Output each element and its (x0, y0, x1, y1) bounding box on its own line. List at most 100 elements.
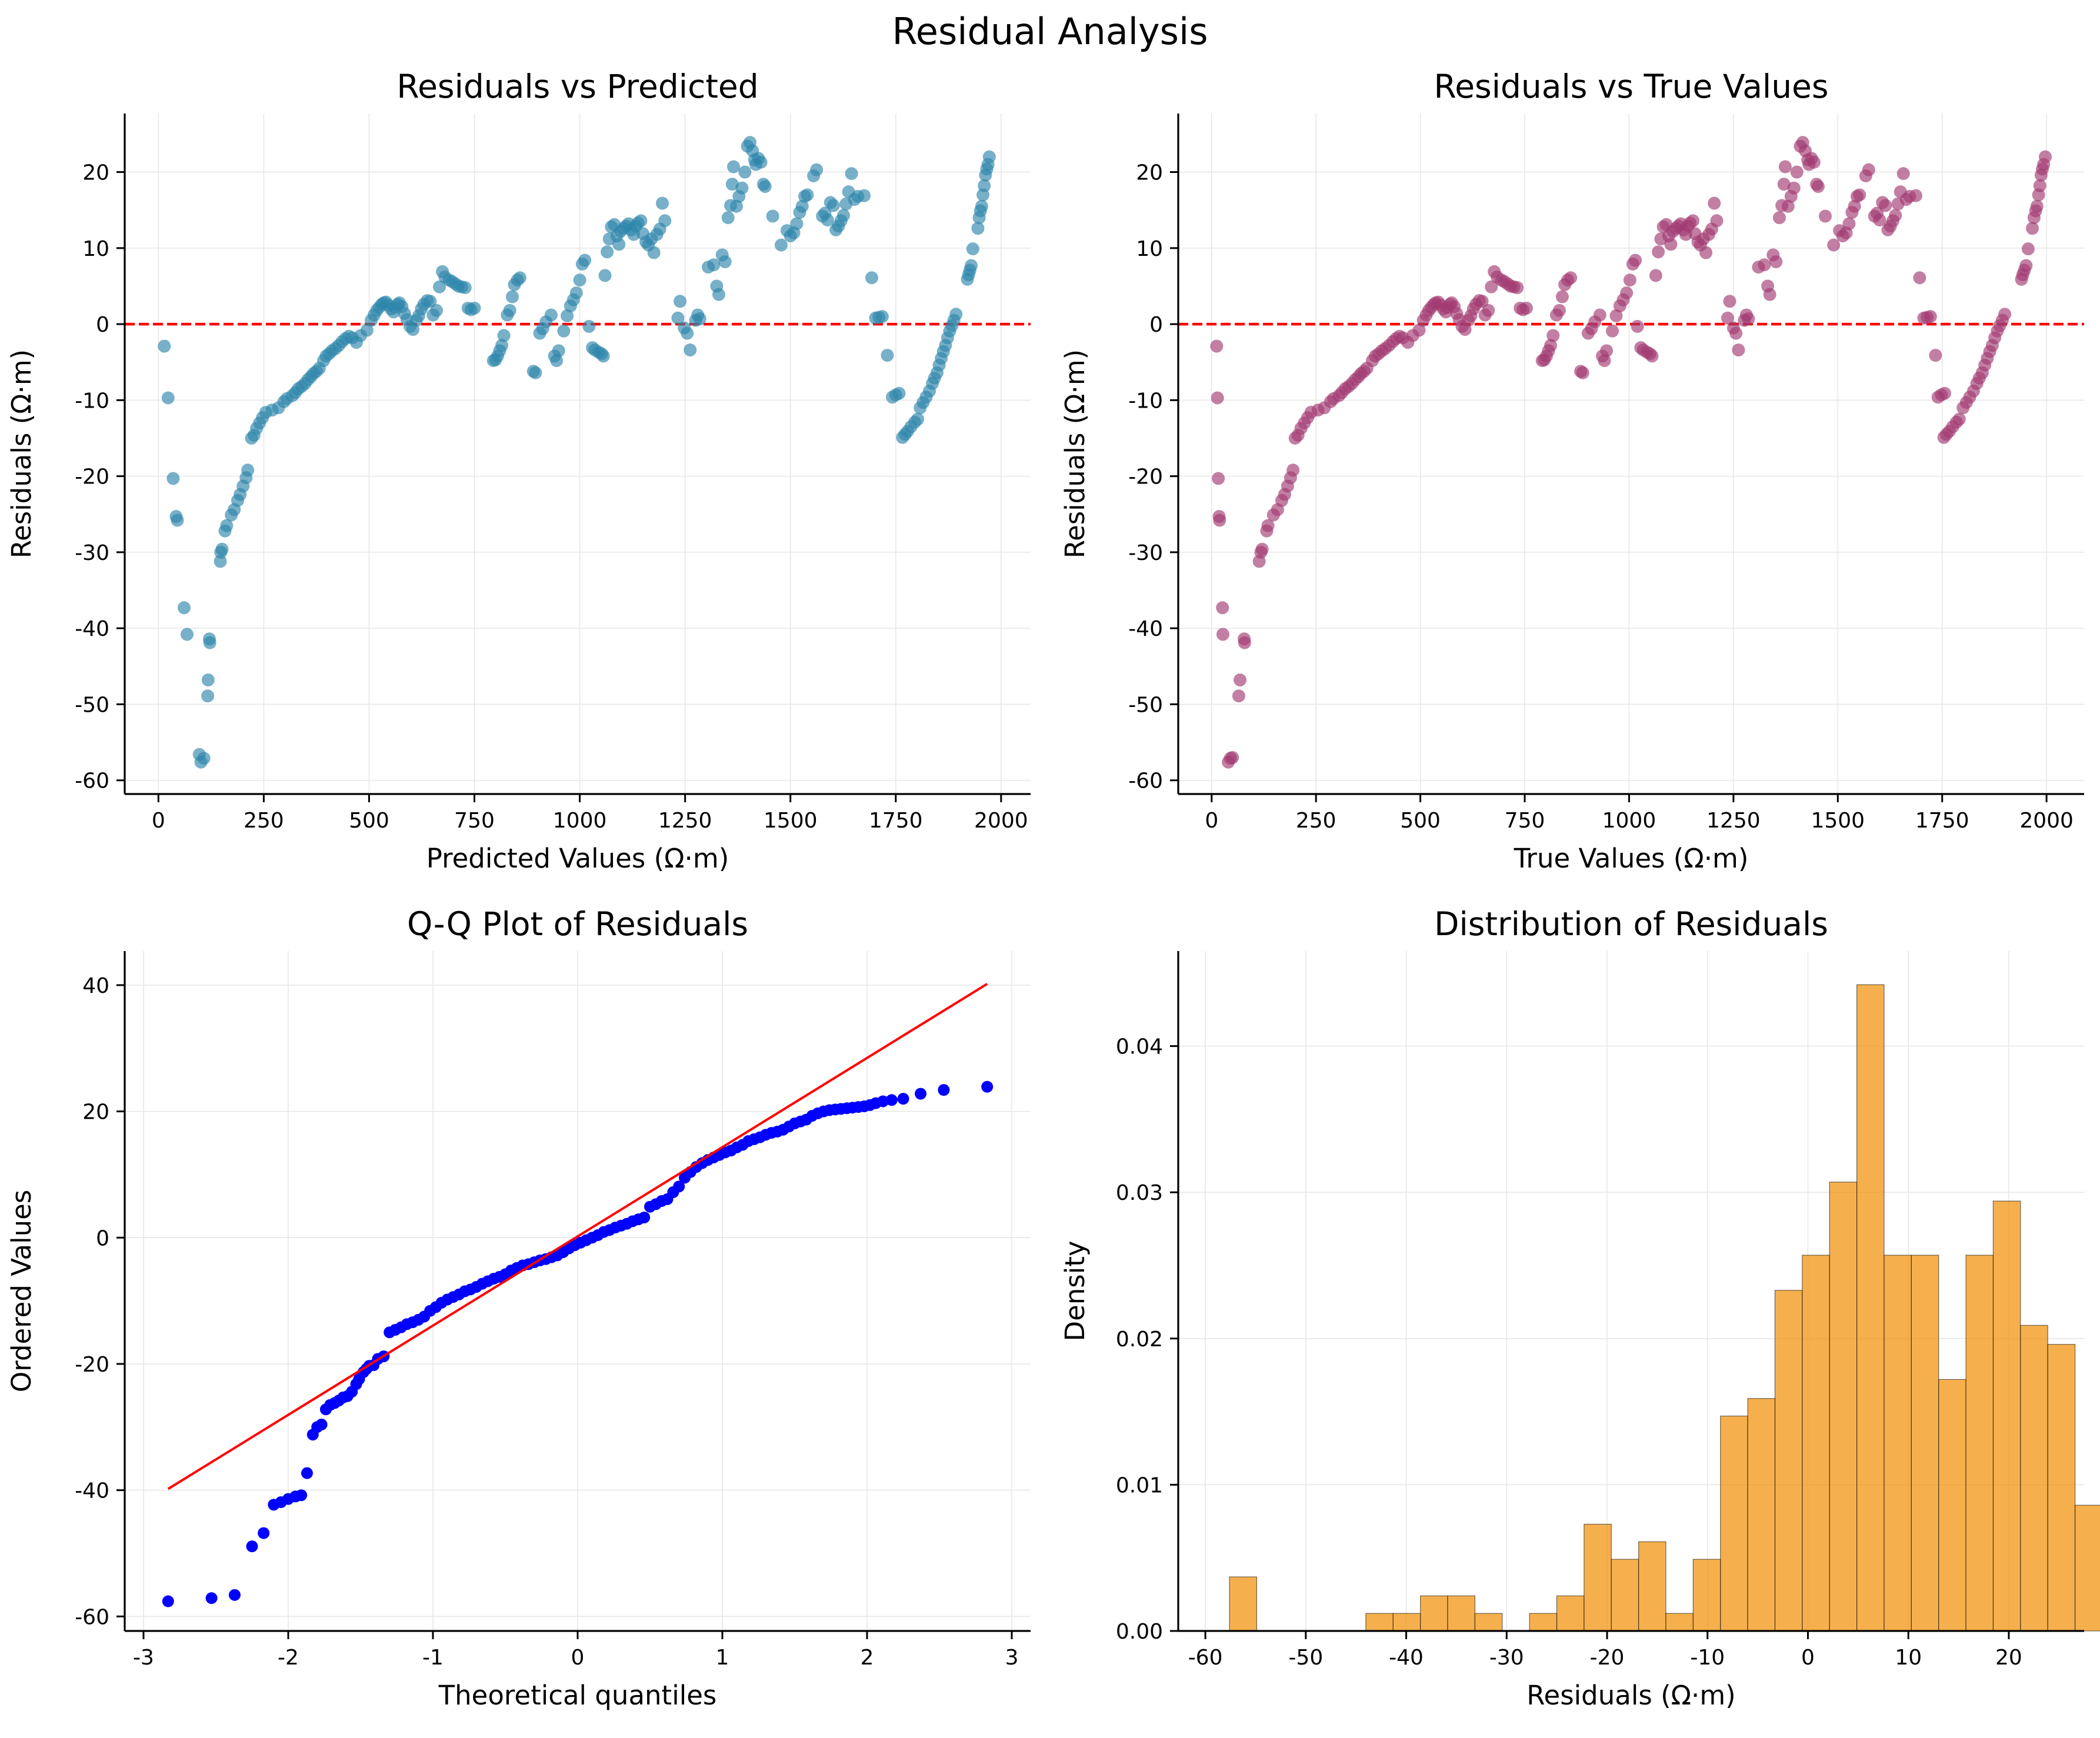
chart1-data-point (966, 242, 979, 256)
chart1-data-point (810, 163, 824, 176)
chart1-x-tick-label: 1500 (764, 809, 818, 833)
chart2-x-tick-label: 0 (1205, 809, 1218, 833)
chart2-data-point (1842, 217, 1856, 231)
chart2-data-point (2019, 259, 2033, 272)
chart2-data-point (1593, 308, 1606, 322)
chart3-y-axis-label: Ordered Values (6, 1190, 37, 1392)
chart1-data-point (552, 344, 565, 358)
chart2-data-point (1699, 246, 1713, 259)
chart2-data-point (1475, 295, 1489, 308)
chart2-data-point (1790, 165, 1804, 179)
chart4-histogram-bar (1965, 1255, 1994, 1632)
chart2-data-point (1848, 199, 1861, 213)
chart1-data-point (601, 245, 614, 259)
chart1-data-point (721, 211, 735, 225)
chart1-data-point (569, 286, 583, 300)
chart2-y-tick-label: 20 (1136, 161, 1163, 185)
chart4-histogram-bar (1938, 1379, 1966, 1632)
chart2-data-point (1213, 513, 1226, 527)
chart1-x-axis-label: Predicted Values (Ω·m) (426, 843, 729, 874)
chart4-x-tick-label: -10 (1690, 1646, 1725, 1670)
chart4-histogram-bar (1447, 1595, 1476, 1632)
chart1-data-point (468, 301, 481, 315)
chart1-y-tick-label: -20 (75, 465, 109, 489)
chart1-y-tick-label: -60 (75, 769, 109, 793)
chart2-data-point (1998, 308, 2012, 321)
chart2-data-point (1519, 301, 1533, 315)
chart4-histogram-bar (1829, 1182, 1858, 1632)
chart1-data-point (975, 199, 988, 213)
chart2-data-point (1879, 199, 1892, 212)
chart1-data-point (177, 601, 191, 615)
chart1-data-point (674, 295, 687, 308)
chart2-data-point (1723, 295, 1736, 308)
chart1-data-point (865, 271, 878, 285)
chart2-x-tick-label: 2000 (2019, 809, 2074, 833)
chart1-data-point (561, 309, 574, 322)
chart1-data-point (203, 636, 216, 649)
chart2-data-point (1742, 312, 1755, 326)
chart2-data-point (2021, 242, 2035, 256)
chart3-data-point (885, 1094, 898, 1106)
chart3-data-point (246, 1540, 258, 1553)
chart1-data-point (845, 167, 858, 181)
chart3-data-point (258, 1527, 270, 1539)
chart4-histogram-bar (1611, 1559, 1639, 1632)
chart1-data-point (978, 179, 991, 192)
chart3-data-point (205, 1592, 218, 1604)
chart4-histogram-bar (1774, 1290, 1803, 1632)
chart2-data-point (1758, 258, 1771, 272)
chart3-data-point (938, 1084, 950, 1096)
chart1-data-point (495, 339, 509, 352)
chart1-x-tick-label: 500 (349, 809, 389, 833)
chart1-x-tick-label: 1750 (869, 809, 923, 833)
chart2-data-point (1600, 344, 1614, 358)
chart3-y-tick-label: 20 (82, 1100, 109, 1125)
chart2-data-point (1873, 213, 1886, 226)
chart1-title: Residuals vs Predicted (396, 68, 758, 105)
chart1-data-point (774, 238, 788, 252)
chart4-x-tick-label: -20 (1590, 1646, 1625, 1670)
chart2-data-point (1862, 163, 1875, 176)
chart1-data-point (430, 303, 444, 317)
chart4-histogram-bar (1365, 1613, 1394, 1632)
chart1-data-point (693, 312, 706, 326)
chart3-data-point (295, 1489, 308, 1502)
chart2-y-tick-label: -60 (1128, 769, 1163, 793)
chart4-histogram-bar (1692, 1559, 1721, 1632)
chart2-data-point (1807, 155, 1821, 169)
chart4-y-tick-label: 0.03 (1116, 1181, 1163, 1205)
chart2-data-point (1238, 636, 1251, 649)
chart1-x-tick-label: 750 (454, 809, 495, 833)
chart2-grid (1178, 114, 2084, 794)
chart2-data-point (2030, 199, 2044, 213)
chart1-data-point (598, 269, 612, 282)
chart3-data-point (877, 1095, 889, 1107)
chart4-histogram-bar (2047, 1344, 2076, 1632)
chart1-data-point (647, 246, 661, 259)
chart4-x-tick-label: -60 (1188, 1646, 1223, 1670)
chart1-data-point (166, 472, 180, 485)
chart2-data-point (1811, 180, 1825, 194)
chart2-y-tick-label: -20 (1128, 465, 1163, 489)
chart1-data-point (497, 329, 511, 342)
chart1-data-point (949, 308, 963, 321)
chart4-x-tick-label: -50 (1288, 1646, 1323, 1670)
chart1-data-point (892, 386, 906, 400)
chart2-data-point (1896, 167, 1910, 181)
chart2-data-point (1255, 542, 1269, 556)
chart2-data-point (1546, 329, 1560, 342)
chart2-x-tick-label: 250 (1296, 809, 1336, 833)
chart1-data-point (738, 165, 752, 179)
chart1-data-point (158, 339, 171, 353)
chart2-data-point (1777, 178, 1791, 191)
chart2-data-point (1261, 519, 1275, 532)
chart2-data-point (1234, 673, 1247, 687)
chart2-data-point (1606, 324, 1619, 338)
chart1-data-point (681, 326, 694, 340)
chart3-x-tick-label: -1 (422, 1646, 444, 1670)
chart1-panel: 0 250 500 750 1000 1250 1500 1750 2000 -60 -50 -40 -… (6, 68, 1031, 874)
chart2-data-point (1631, 319, 1644, 333)
chart4-panel: -60 -50 -40 -30 -20 -10 0 10 20 0.00 0.01 0.02 0.03 0… (1059, 905, 2100, 1711)
